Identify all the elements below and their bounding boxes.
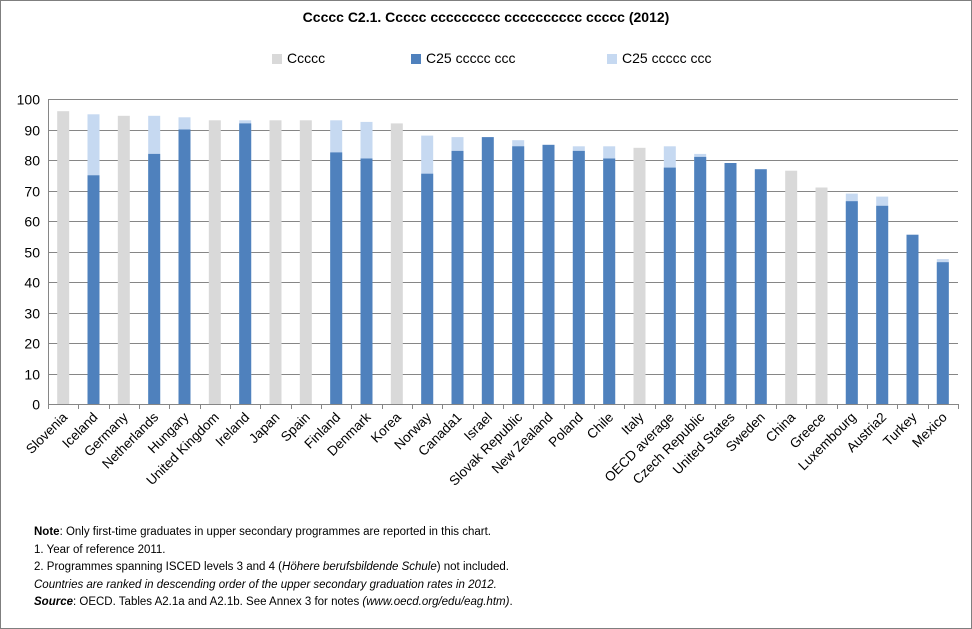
legend: Ccccc C25 ccccc ccc C25 ccccc ccc <box>0 49 972 69</box>
bar-total <box>815 187 828 404</box>
bar-total <box>117 115 130 405</box>
bar-under25-a <box>663 167 676 404</box>
bar-under25-a <box>239 123 252 405</box>
source-text: : OECD. Tables A2.1a and A2.1b. See Anne… <box>73 596 363 608</box>
note-line: Note: Only first-time graduates in upper… <box>34 524 954 542</box>
bar-under25-a <box>330 152 343 404</box>
note-text: : Only first-time graduates in upper sec… <box>59 526 492 538</box>
bar-under25-a <box>87 175 100 405</box>
bar-total <box>208 120 221 405</box>
bar-total <box>785 170 798 404</box>
category-label: Japan <box>246 410 283 447</box>
source-label: Source <box>34 596 73 608</box>
bar-under25-a <box>876 205 889 405</box>
bar-under25-a <box>148 153 161 404</box>
footnote-1: 1. Year of reference 2011. <box>34 543 166 556</box>
source-url: (www.oecd.org/edu/eag.htm) <box>362 596 510 608</box>
footnote-2-italic: Höhere berufsbildende Schule <box>282 561 437 573</box>
bar-total <box>269 120 282 405</box>
bar-under25-a <box>512 146 525 405</box>
plot-area: 0102030405060708090100SloveniaIcelandGer… <box>17 92 959 489</box>
legend-swatch-total <box>272 54 282 64</box>
legend-label-under25-a: C25 ccccc ccc <box>426 50 516 66</box>
category-label: Chile <box>584 410 616 442</box>
source-line: Source: OECD. Tables A2.1a and A2.1b. Se… <box>34 594 954 612</box>
category-label: Slovenia <box>23 409 71 457</box>
bar-under25-a <box>936 262 949 404</box>
bar-under25-a <box>360 158 373 404</box>
legend-label-total: Ccccc <box>287 50 326 66</box>
y-tick-label: 20 <box>24 336 40 352</box>
bar-total <box>633 147 646 405</box>
source-end: . <box>509 596 513 608</box>
bar-under25-a <box>481 137 494 404</box>
notes: Note: Only first-time graduates in upper… <box>34 524 954 612</box>
bar-under25-a <box>906 234 919 404</box>
category-label: Poland <box>546 410 586 450</box>
bar-under25-a <box>542 144 555 405</box>
y-tick-label: 0 <box>32 397 40 413</box>
bar-under25-a <box>754 169 767 404</box>
bar-total <box>390 123 403 405</box>
footnote-2-post: ) not included. <box>436 561 509 573</box>
note-label: Note <box>34 526 60 538</box>
bar-under25-a <box>421 173 434 404</box>
y-tick-label: 50 <box>24 245 40 261</box>
y-tick-label: 10 <box>24 367 40 383</box>
footnote-2-pre: 2. Programmes spanning ISCED levels 3 an… <box>34 561 283 573</box>
legend-swatch-under25-a <box>411 54 421 64</box>
bar-under25-a <box>845 201 858 404</box>
bar-under25-a <box>603 158 616 404</box>
y-tick-label: 70 <box>24 184 40 200</box>
bar-under25-a <box>178 129 191 404</box>
bar-under25-a <box>451 150 464 404</box>
y-tick-label: 40 <box>24 275 40 291</box>
bar-under25-a <box>724 163 737 404</box>
y-tick-label: 90 <box>24 123 40 139</box>
category-label: Mexico <box>909 410 950 451</box>
y-tick-label: 30 <box>24 306 40 322</box>
legend-label-under25-b: C25 ccccc ccc <box>622 50 712 66</box>
y-tick-label: 60 <box>24 214 40 230</box>
legend-swatch-under25-b <box>607 54 617 64</box>
chart-title: Ccccc C2.1. Ccccc ccccccccc cccccccccc c… <box>302 9 670 25</box>
bar-total <box>57 111 70 404</box>
ranking-note: Countries are ranked in descending order… <box>34 578 497 591</box>
category-label: Ireland <box>212 410 252 450</box>
footnote-2: 2. Programmes spanning ISCED levels 3 an… <box>34 559 954 577</box>
y-tick-label: 80 <box>24 153 40 169</box>
bar-under25-a <box>694 156 707 404</box>
bar-total <box>299 120 312 405</box>
y-tick-label: 100 <box>17 92 41 108</box>
bar-under25-a <box>572 150 585 404</box>
